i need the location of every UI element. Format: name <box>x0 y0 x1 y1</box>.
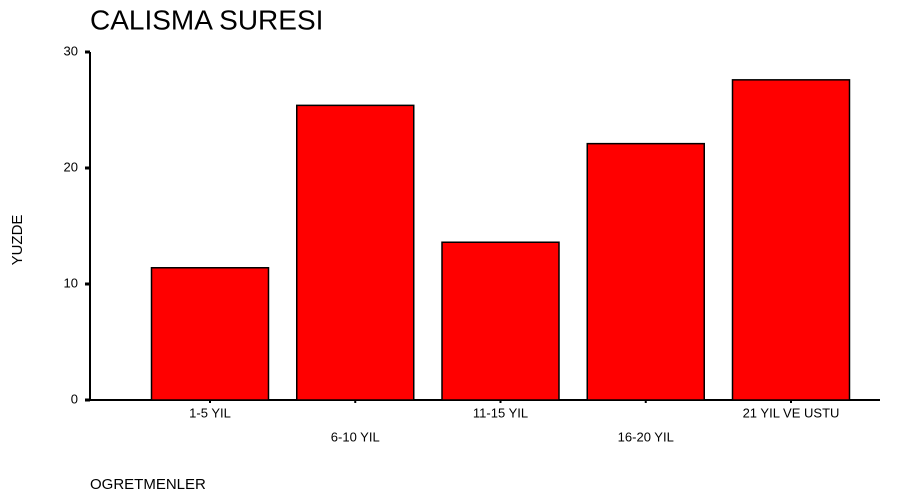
y-tick-label: 0 <box>71 391 78 406</box>
y-tick-label: 30 <box>64 43 78 58</box>
x-tick-label: 16-20 YIL <box>618 429 674 444</box>
chart-title: CALISMA SURESI <box>90 4 323 35</box>
y-axis-label: YUZDE <box>9 215 26 266</box>
bar <box>586 142 705 401</box>
bar <box>150 267 270 401</box>
x-tick-label: 6-10 YIL <box>331 429 380 444</box>
x-tick-label: 21 YIL VE USTU <box>743 405 840 420</box>
x-tick-label: 11-15 YIL <box>473 405 528 420</box>
x-tick-label: 1-5 YIL <box>189 405 231 420</box>
y-tick-label: 10 <box>64 275 78 290</box>
x-axis-label: OGRETMENLER <box>90 476 206 493</box>
y-tick-label: 20 <box>64 159 78 174</box>
bar <box>441 241 560 401</box>
bar <box>296 104 415 401</box>
bar <box>731 79 851 401</box>
